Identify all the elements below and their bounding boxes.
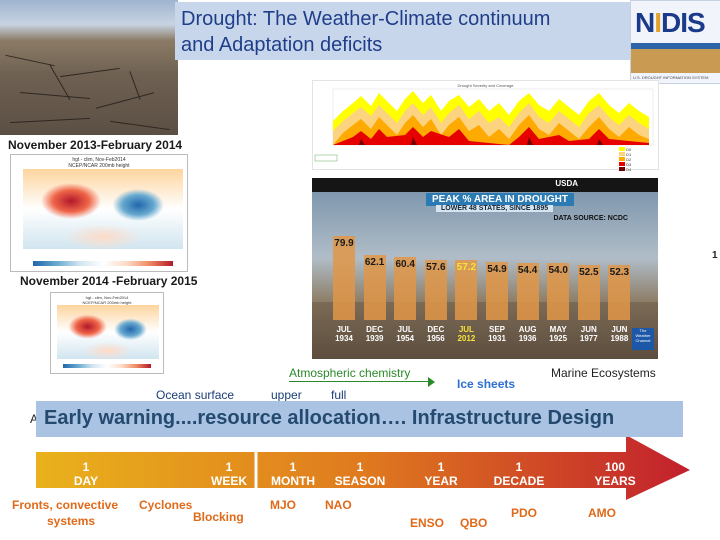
peak-bar-category: JUL 2012 <box>457 325 476 343</box>
cracked-earth-photo <box>0 0 178 135</box>
peak-bar-category: SEP 1931 <box>488 325 506 343</box>
peak-bar <box>394 256 417 320</box>
label-full: full <box>331 388 347 402</box>
scale-unit: DAY <box>73 474 99 488</box>
peak-bar <box>333 236 355 320</box>
scale-number: 100 <box>604 460 626 474</box>
scale-unit: SEASON <box>334 474 386 488</box>
chart-header-bar: USDA <box>312 178 658 192</box>
label-mjo: MJO <box>270 498 297 512</box>
peak-bar <box>577 264 600 320</box>
label-marine-ecosystems: Marine Ecosystems <box>551 366 656 380</box>
label-atmospheric-chemistry: Atmospheric chemistry <box>289 366 411 380</box>
peak-bar-value: 52.3 <box>609 267 630 279</box>
title-line-2: and Adaptation deficits <box>181 34 383 56</box>
early-warning-banner: Early warning....resource allocation…. I… <box>36 401 683 437</box>
title-line-1: Drought: The Weather-Climate continuum <box>181 8 551 30</box>
peak-bar-category: JUL 1934 <box>335 325 353 343</box>
label-qbo: QBO <box>460 516 488 530</box>
usda-logo: USDA <box>555 179 578 188</box>
atmospheric-chemistry-arrow <box>289 381 431 382</box>
peak-bar-value: 60.4 <box>395 258 415 270</box>
peak-bar-category: DEC 1939 <box>365 325 384 343</box>
peak-chart-subheading: LOWER 48 STATES, SINCE 1895 <box>436 205 554 212</box>
logo-wordmark: NIDIS <box>635 7 706 38</box>
peak-bar-value: 57.2 <box>456 261 477 273</box>
scale-unit: MONTH <box>271 474 315 488</box>
scale-unit: YEARS <box>594 474 636 488</box>
label-amo: AMO <box>588 506 616 520</box>
label-nao: NAO <box>325 498 352 512</box>
banner-text: Early warning....resource allocation…. I… <box>44 407 615 429</box>
peak-bar-category: JUN 1977 <box>579 325 598 343</box>
label-a: A <box>30 412 39 426</box>
peak-bar-value: 54.0 <box>548 265 568 277</box>
peak-bar <box>363 254 386 320</box>
severity-chart-title: Drought Severity and Coverage <box>457 83 514 88</box>
scale-number: 1 <box>225 460 233 474</box>
peak-bar-value: 52.5 <box>579 266 599 278</box>
period-label-2: November 2014 -February 2015 <box>20 274 198 288</box>
weather-channel-logo: The Weather Channel <box>632 328 654 350</box>
peak-bar-category: AUG 1936 <box>518 325 537 343</box>
peak-bar-value: 57.6 <box>426 261 446 273</box>
peak-bar <box>547 263 570 320</box>
peak-chart-source: DATA SOURCE: NCDC <box>553 215 628 222</box>
side-number: 1 <box>712 250 718 261</box>
height-anomaly-map-2014: hgt - clim, Nov-Feb2014 NCEP/NCAR 200mb … <box>10 154 188 272</box>
label-blocking: Blocking <box>193 510 244 524</box>
label-fronts: Fronts, convective <box>12 498 119 512</box>
peak-bar-value: 54.9 <box>487 264 507 276</box>
label-ice-sheets: Ice sheets <box>457 377 516 391</box>
peak-bar-category: DEC 1956 <box>426 325 445 343</box>
scale-number: 1 <box>356 460 364 474</box>
height-anomaly-map-2015: hgt - clim, Nov-Feb2014 NCEP/NCAR 200mb … <box>50 292 164 374</box>
scale-unit: WEEK <box>211 474 247 488</box>
scale-number: 1 <box>515 460 523 474</box>
drought-severity-chart: Drought Severity and Coverage D0 D1 D2 D… <box>312 80 659 172</box>
scale-number: 1 <box>437 460 445 474</box>
label-systems: systems <box>47 514 96 528</box>
title-box: Drought: The Weather-Climate continuum a… <box>175 2 630 60</box>
period-label-1: November 2013-February 2014 <box>8 138 183 152</box>
peak-bar-value: 62.1 <box>364 256 385 268</box>
peak-bar-value: 79.9 <box>334 238 354 250</box>
peak-bar-category: JUN 1988 <box>610 325 629 343</box>
label-cyclones: Cyclones <box>139 498 193 512</box>
peak-bar-value: 54.4 <box>517 264 538 276</box>
severity-legend: D0 D1 D2 D3 D4 <box>619 147 631 172</box>
scale-number: 1 <box>82 460 90 474</box>
scale-unit: YEAR <box>424 474 458 488</box>
scale-unit: DECADE <box>493 474 545 488</box>
label-enso: ENSO <box>410 516 445 530</box>
peak-bar <box>424 259 447 320</box>
peak-drought-chart: USDA PEAK % AREA IN DROUGHT LOWER 48 STA… <box>312 178 658 359</box>
peak-bar <box>486 262 508 320</box>
label-ocean-surface: Ocean surface <box>156 388 235 402</box>
peak-bar-category: JUL 1954 <box>396 325 415 343</box>
peak-bar <box>455 259 478 320</box>
timescale-arrow <box>36 435 690 500</box>
scale-number: 1 <box>289 460 297 474</box>
label-pdo: PDO <box>511 506 538 520</box>
nidis-logo: NIDIS U.S. DROUGHT INFORMATION SYSTEM <box>630 0 720 84</box>
peak-bar-category: MAY 1925 <box>549 325 568 343</box>
logo-tagline: U.S. DROUGHT INFORMATION SYSTEM <box>633 75 709 80</box>
label-upper: upper <box>271 388 302 402</box>
peak-bar <box>516 262 539 320</box>
peak-bar <box>608 265 631 320</box>
peak-chart-heading: PEAK % AREA IN DROUGHT <box>426 193 574 206</box>
